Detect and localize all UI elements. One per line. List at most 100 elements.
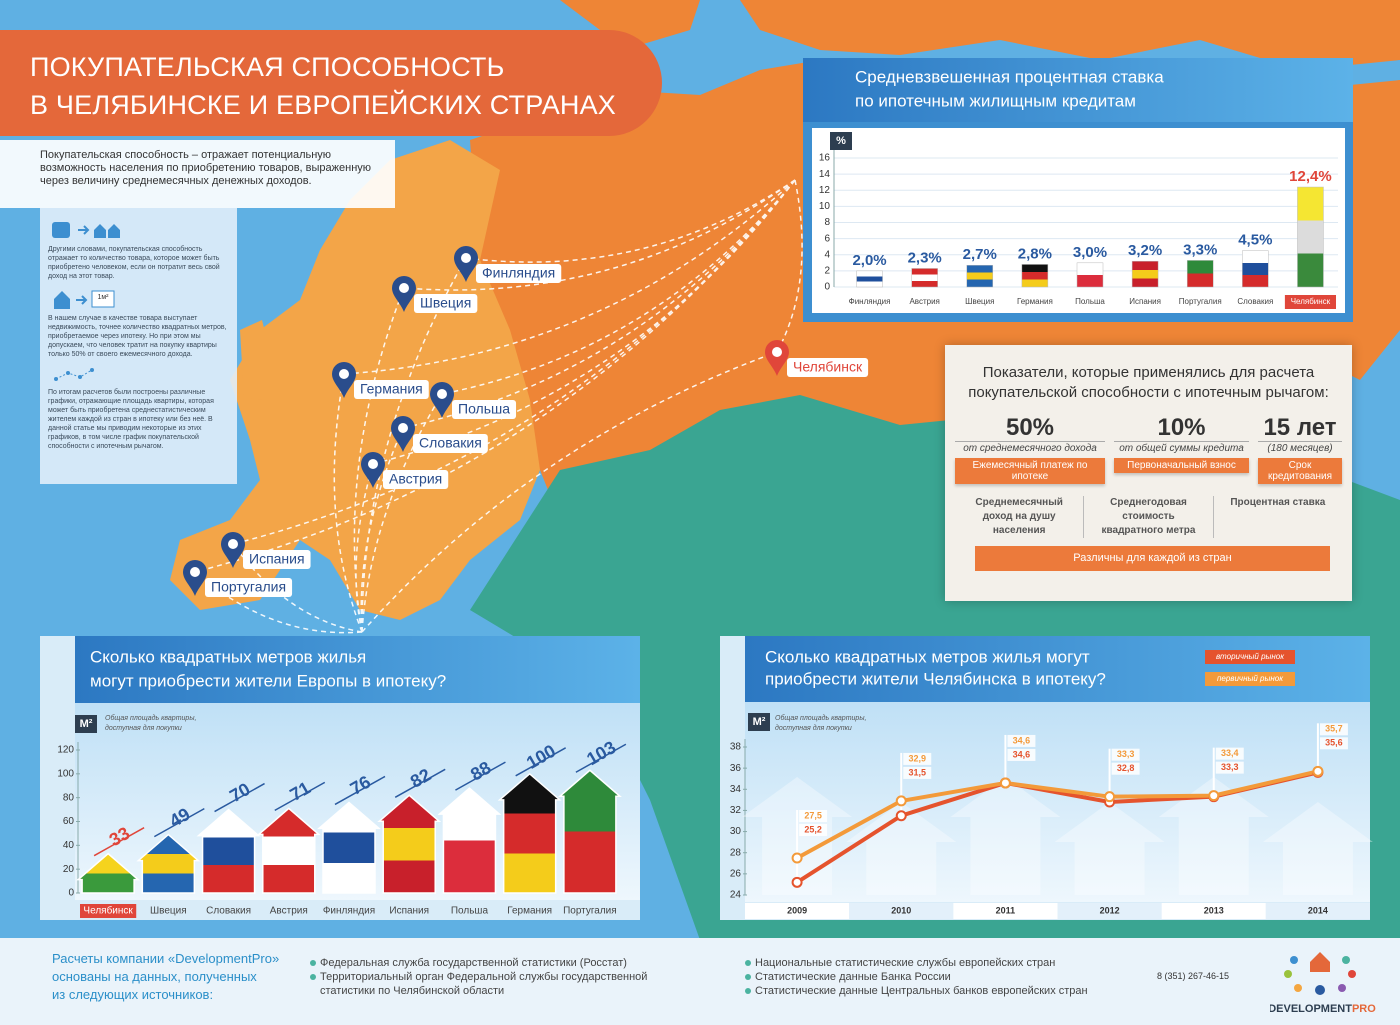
route (372, 179, 796, 465)
value-underline (153, 807, 205, 838)
factors-note: Различны для каждой из стран (975, 546, 1330, 571)
source: Национальные статистические службы европ… (745, 956, 1125, 970)
year-cell (745, 903, 850, 919)
y-tick-label: 120 (57, 745, 74, 756)
value-label-bg (1111, 748, 1140, 761)
plot-area (745, 702, 1370, 902)
title-banner: ПОКУПАТЕЛЬСКАЯ СПОСОБНОСТЬ В ЧЕЛЯБИНСКЕ … (0, 30, 662, 136)
x-tick-label: Финляндия (849, 297, 891, 306)
decor-house (846, 802, 957, 895)
source: Статистические данные Центральных банков… (745, 984, 1125, 998)
pin: Словакия (391, 416, 488, 453)
x-tick-label: Челябинск (1291, 297, 1331, 306)
point (1312, 765, 1324, 777)
stat-note: (180 месяцев) (1258, 441, 1342, 454)
route (441, 179, 796, 395)
land-europe (170, 140, 540, 620)
value-label: 27,5 (804, 810, 822, 820)
pin-label: Швеция (420, 295, 471, 311)
y-tick-label: 6 (824, 233, 830, 244)
y-tick-label: 80 (63, 792, 75, 803)
route (194, 179, 796, 573)
route (355, 463, 374, 633)
pin-marker (183, 560, 207, 596)
bar (316, 801, 382, 894)
icon-chart (54, 368, 94, 381)
value-label-bg (799, 810, 828, 822)
stat-note: от общей суммы кредита (1114, 441, 1249, 454)
legend-label: первичный рынок (1217, 674, 1284, 683)
pin-dot (368, 459, 378, 469)
chart-title: Средневзвешенная процентная ставка (855, 67, 1164, 86)
title-line: ПОКУПАТЕЛЬСКАЯ СПОСОБНОСТЬ (30, 52, 505, 82)
factor: Среднемесячный доход на душу населения (975, 497, 1063, 536)
year-cell (953, 903, 1058, 919)
chart-note: Общая площадь квартиры, (105, 714, 196, 722)
pin: Швеция (392, 276, 478, 313)
x-tick-label: Германия (1017, 297, 1053, 306)
charts: Средневзвешенная процентная ставка по ипо… (40, 58, 1373, 920)
y-unit: % (836, 135, 846, 147)
legend-label: вторичный рынок (1216, 652, 1285, 661)
value-label-bg (799, 824, 828, 836)
route (776, 179, 803, 353)
point (999, 777, 1011, 789)
x-tick-label: Испания (389, 906, 429, 917)
stat-value: 15 лет (1263, 414, 1337, 441)
pin-dot (772, 347, 782, 357)
pin: Португалия (183, 560, 293, 597)
pin-label: Финляндия (482, 265, 555, 281)
value-label: 33,3 (1117, 749, 1135, 759)
pin-marker (332, 362, 356, 398)
source: Территориальный орган Федеральной службы… (310, 970, 670, 998)
bar (76, 852, 141, 894)
indicators-stats: 50% от среднемесячного дохода Ежемесячны… (955, 415, 1342, 484)
icon-house-m2: 1м² (54, 290, 115, 309)
legend-swatch (1205, 672, 1295, 686)
factor: Среднегодовая стоимость квадратного метр… (1083, 496, 1212, 538)
bar (196, 808, 261, 894)
stat-value: 50% (1005, 414, 1055, 441)
pin: Австрия (361, 452, 449, 489)
bar (1297, 186, 1324, 288)
value-label: 12,4% (1289, 168, 1332, 185)
pin-dot (461, 253, 471, 263)
chart-title: Сколько квадратных метров жилья (90, 647, 366, 666)
point (895, 795, 907, 807)
pin-marker (391, 416, 415, 452)
logo-icon (1284, 952, 1356, 995)
point (1208, 790, 1220, 802)
value-label: 25,2 (804, 824, 822, 834)
x-tick-label: Швеция (150, 906, 187, 917)
panel-header (75, 636, 640, 703)
unit-box (75, 715, 97, 733)
value-label: 32,9 (908, 753, 926, 763)
y-tick-label: 4 (824, 249, 830, 260)
pin-label-bg (243, 550, 311, 569)
decor-house (1158, 777, 1269, 895)
x-tick-label: Португалия (1179, 297, 1222, 306)
y-tick-label: 34 (730, 784, 742, 795)
pin: Испания (221, 532, 311, 569)
pin-marker (430, 382, 454, 418)
logo: DEVELOPMENTPRO (1270, 952, 1376, 1015)
route (361, 393, 443, 633)
value-label: 35,6 (1325, 738, 1343, 748)
value-label-bg (1319, 723, 1348, 736)
sidebar-text: Другими словами, покупательская способно… (48, 246, 220, 280)
value-label: 33,4 (1221, 748, 1239, 758)
sidebar-text: В нашем случае в качестве товара выступа… (48, 315, 227, 358)
y-tick-label: 12 (819, 185, 831, 196)
chart-note: доступная для покупки (775, 724, 852, 732)
bar (1242, 250, 1269, 288)
y-tick-label: 100 (57, 768, 74, 779)
pin-label: Австрия (389, 471, 442, 487)
bar (377, 794, 442, 894)
point (791, 876, 803, 888)
point (791, 852, 803, 864)
value-label-bg (1215, 761, 1244, 774)
x-tick-label: 2013 (1204, 905, 1224, 915)
land-uk (240, 320, 272, 400)
pin: Финляндия (454, 246, 562, 283)
phone: 8 (351) 267-46-15 (1157, 971, 1230, 981)
